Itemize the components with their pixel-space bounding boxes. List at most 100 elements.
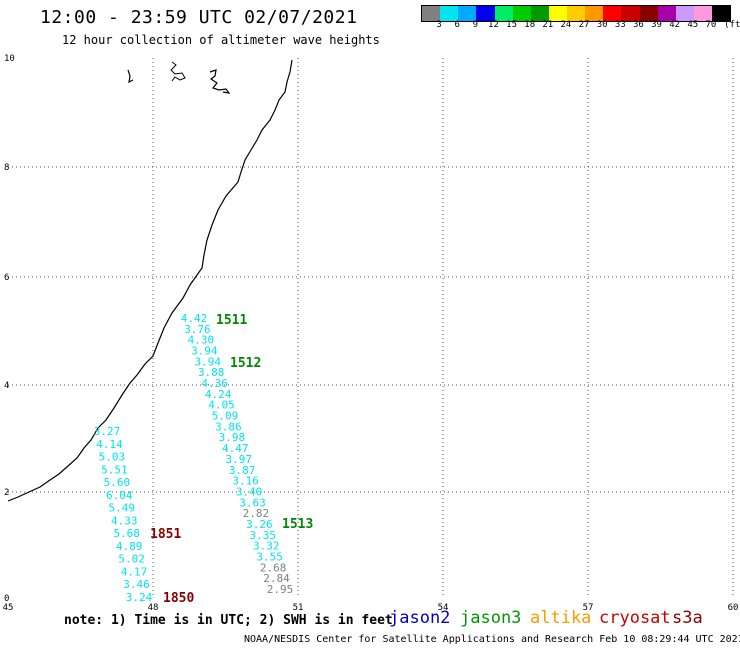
scale-label: 12 (488, 20, 499, 30)
scale-label: 36 (632, 20, 644, 30)
scale-swatch (476, 6, 495, 21)
wave-height-value: 4.47 (222, 442, 249, 455)
scale-swatch (639, 6, 658, 21)
wave-height-value: 2.95 (267, 583, 294, 596)
wave-height-value: 3.94 (191, 345, 218, 358)
wave-height-value: 3.97 (225, 453, 252, 466)
wave-height-value: 4.24 (205, 388, 232, 401)
wave-height-value: 4.42 (181, 312, 208, 325)
island-1 (127, 69, 134, 84)
x-tick-label: 45 (3, 603, 14, 613)
scale-label: 42 (669, 20, 681, 30)
wave-height-color-scale (421, 5, 731, 22)
satellite-legend-item: s3a (672, 608, 703, 628)
wave-height-value: 3.86 (215, 420, 242, 433)
y-tick-label: 4 (4, 381, 9, 391)
scale-swatch (675, 6, 694, 21)
scale-label: (ft) (724, 20, 740, 30)
wave-height-value: 3.88 (198, 366, 225, 379)
wave-height-value: 3.87 (229, 464, 256, 477)
wave-height-value: 5.51 (101, 463, 128, 476)
scale-label: 18 (524, 20, 536, 30)
wave-height-value: 4.30 (188, 334, 215, 347)
y-tick-label: 2 (4, 488, 9, 498)
x-tick-label: 57 (583, 603, 594, 613)
scale-label: 6 (454, 20, 460, 30)
island-2 (170, 61, 186, 82)
pass-time-label: 1851 (150, 527, 181, 542)
scale-swatch (458, 6, 477, 21)
scale-label: 3 (436, 20, 442, 30)
scale-label: 33 (614, 20, 626, 30)
pass-time-label: 1512 (230, 356, 261, 371)
wave-height-value: 3.26 (246, 518, 273, 531)
wave-height-value: 3.76 (184, 323, 211, 336)
wave-height-value: 5.03 (99, 451, 126, 464)
wave-height-value: 3.63 (239, 496, 266, 509)
wave-height-value: 5.49 (109, 502, 136, 515)
scale-swatch (548, 6, 567, 21)
satellite-legend-item: cryosat (599, 608, 671, 628)
scale-swatch (585, 6, 604, 21)
wave-height-value: 3.98 (219, 431, 246, 444)
scale-swatch (621, 6, 640, 21)
scale-swatch (512, 6, 531, 21)
scale-label: 27 (578, 20, 590, 30)
wave-height-value: 3.55 (256, 550, 283, 563)
scale-label: 24 (560, 20, 572, 30)
coastline (7, 59, 293, 502)
wave-height-value: 4.17 (121, 565, 148, 578)
wave-height-value: 3.24 (126, 591, 153, 604)
scale-swatch (567, 6, 586, 21)
scale-swatch (440, 6, 459, 21)
wave-height-value: 5.09 (212, 410, 239, 423)
scale-swatch (530, 6, 549, 21)
page-title: 12:00 - 23:59 UTC 02/07/2021 (40, 7, 358, 28)
scale-label: 15 (506, 20, 517, 30)
pass-time-label: 1511 (216, 313, 247, 328)
coastline-path (7, 59, 293, 502)
map-labels: 45 48 51 54 57 6010864204.423.764.303.943.943… (3, 54, 739, 613)
wave-height-value: 2.84 (263, 572, 290, 585)
wave-height-value: 2.82 (243, 507, 270, 520)
wave-height-value: 4.89 (116, 540, 143, 553)
wave-height-value: 5.60 (104, 476, 131, 489)
wave-height-value: 4.36 (201, 377, 228, 390)
island-3 (209, 69, 231, 94)
pass-time-label: 1513 (282, 517, 313, 532)
scale-label: 21 (542, 20, 554, 30)
y-tick-label: 8 (4, 163, 9, 173)
wave-height-value: 3.40 (236, 485, 263, 498)
scale-swatch (712, 6, 731, 21)
wave-height-value: 2.68 (260, 561, 287, 574)
wave-height-value: 3.32 (253, 540, 280, 553)
y-tick-label: 0 (4, 594, 9, 604)
scale-label: 30 (596, 20, 608, 30)
wave-height-value: 6.04 (106, 489, 133, 502)
x-tick-label: 60 (728, 603, 739, 613)
x-tick-label: 48 (148, 603, 159, 613)
wave-height-value: 3.16 (232, 475, 259, 488)
wave-height-value: 4.33 (111, 514, 138, 527)
wave-height-value: 3.46 (123, 578, 150, 591)
scale-swatch (422, 6, 441, 21)
pass-time-label: 1850 (163, 591, 194, 606)
scale-swatch (603, 6, 622, 21)
y-tick-label: 10 (4, 54, 15, 64)
footer-note: note: 1) Time is in UTC; 2) SWH is in fe… (64, 613, 393, 628)
scale-label: 39 (651, 20, 662, 30)
satellite-legend-item: jason3 (460, 608, 522, 628)
wave-height-value: 4.05 (208, 399, 235, 412)
scale-swatch (657, 6, 676, 21)
satellite-legend-item: altika (530, 608, 592, 628)
x-tick-label: 54 (438, 603, 449, 613)
scale-swatch (693, 6, 712, 21)
wave-height-value: 5.68 (113, 527, 140, 540)
wave-height-value: 3.35 (250, 529, 277, 542)
scale-swatch (494, 6, 513, 21)
page-subtitle: 12 hour collection of altimeter wave hei… (62, 33, 380, 47)
wave-height-value: 3.94 (195, 355, 222, 368)
scale-label: 70 (705, 20, 717, 30)
